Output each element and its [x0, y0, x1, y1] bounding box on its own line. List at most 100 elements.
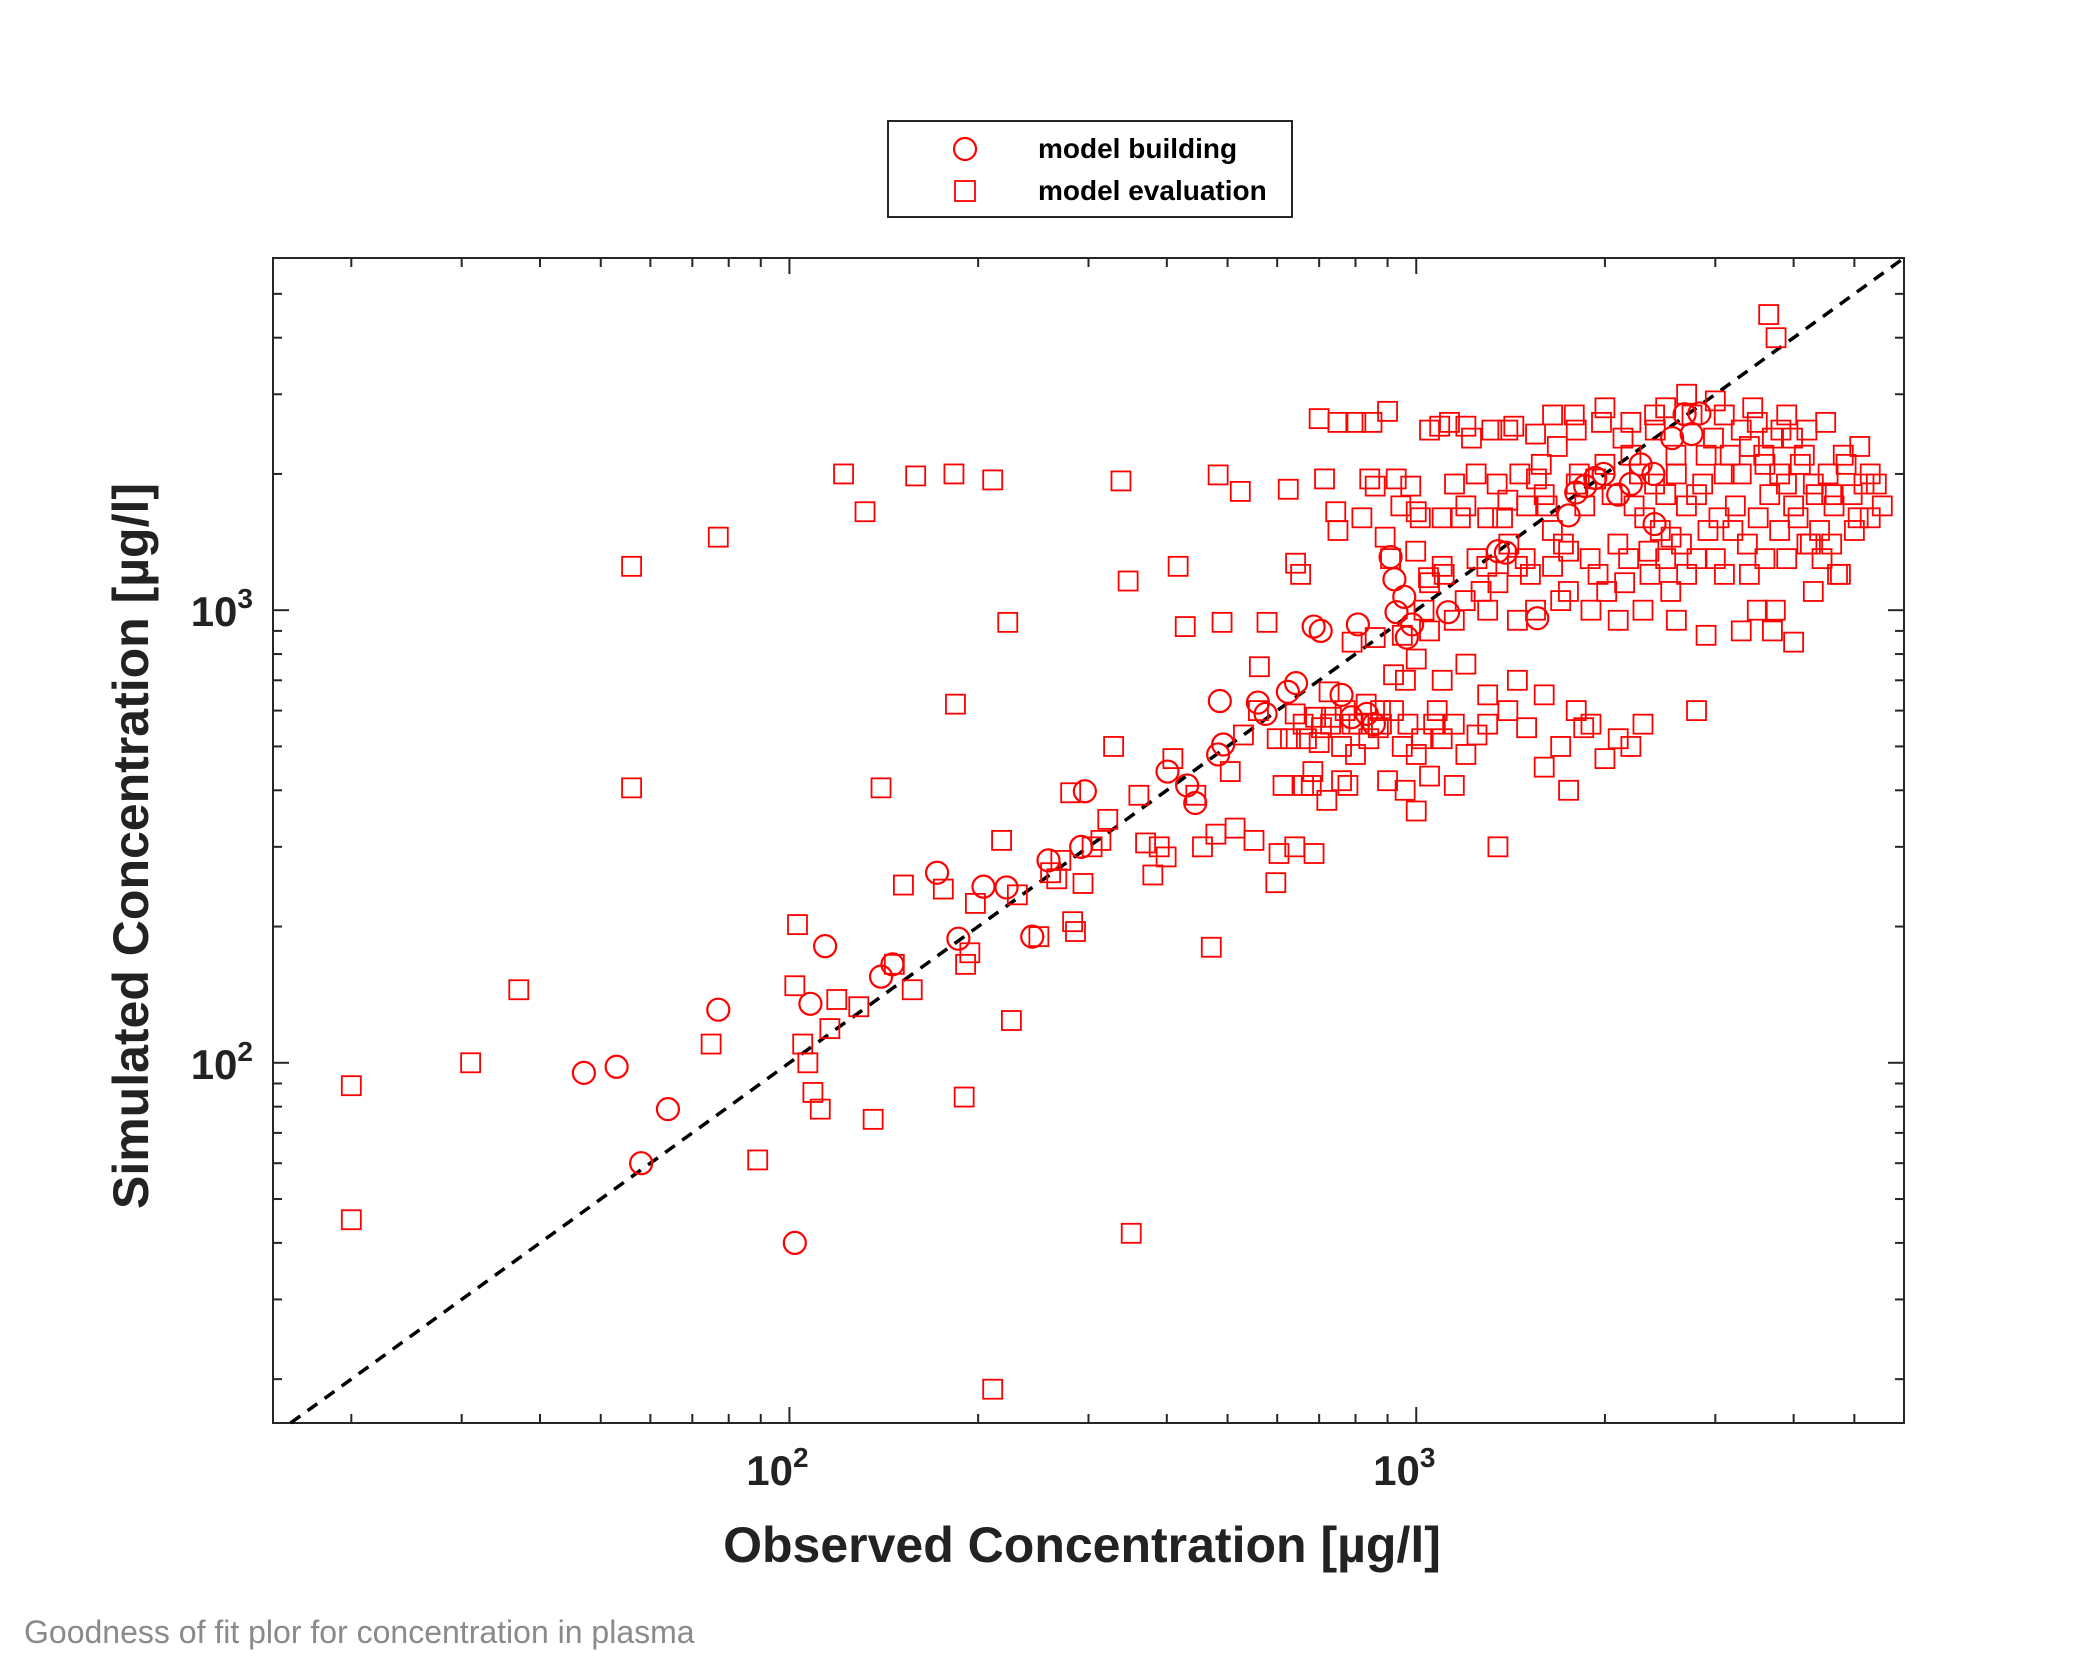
- marker-model-building: [1679, 421, 1704, 447]
- marker-model-evaluation: [1542, 520, 1563, 541]
- marker-model-evaluation: [1533, 756, 1555, 778]
- marker-model-evaluation: [1397, 713, 1419, 735]
- marker-model-evaluation: [1719, 444, 1741, 466]
- marker-model-evaluation: [1841, 484, 1863, 506]
- marker-model-evaluation: [1697, 520, 1719, 541]
- marker-model-building: [571, 1060, 597, 1085]
- marker-model-evaluation: [1266, 728, 1288, 750]
- marker-model-evaluation: [1594, 748, 1616, 769]
- marker-model-evaluation: [1802, 581, 1824, 602]
- marker-model-evaluation: [1361, 411, 1383, 433]
- marker-model-evaluation: [1782, 427, 1803, 449]
- marker-model-evaluation: [1542, 404, 1563, 426]
- marker-model-evaluation: [1419, 419, 1440, 441]
- marker-model-evaluation: [1072, 873, 1094, 894]
- marker-model-evaluation: [460, 1052, 482, 1074]
- marker-model-evaluation: [1487, 836, 1509, 858]
- marker-model-evaluation: [1655, 397, 1677, 419]
- marker-model-evaluation: [1730, 620, 1752, 642]
- marker-model-building: [1020, 924, 1045, 949]
- marker-model-evaluation: [1530, 453, 1552, 475]
- marker-model-evaluation: [819, 1018, 841, 1039]
- marker-model-evaluation: [1103, 736, 1125, 757]
- marker-model-evaluation: [1243, 829, 1265, 851]
- marker-model-evaluation: [1135, 832, 1156, 854]
- marker-model-evaluation: [1506, 609, 1528, 631]
- marker-model-evaluation: [1660, 526, 1682, 548]
- marker-model-evaluation: [1065, 921, 1086, 942]
- marker-model-evaluation: [1871, 495, 1893, 517]
- marker-model-building: [1392, 584, 1417, 609]
- marker-model-evaluation: [1580, 599, 1602, 621]
- marker-model-evaluation: [1514, 548, 1536, 570]
- figure-caption: Goodness of fit plor for concentration i…: [24, 1614, 695, 1650]
- marker-model-evaluation: [1348, 713, 1370, 735]
- marker-model-evaluation: [1142, 864, 1164, 886]
- marker-model-building: [1155, 759, 1180, 784]
- marker-model-evaluation: [1565, 473, 1587, 495]
- marker-model-evaluation: [1565, 419, 1587, 441]
- marker-model-evaluation: [1303, 843, 1325, 864]
- marker-model-evaluation: [1587, 563, 1609, 585]
- marker-model-evaluation: [893, 874, 914, 896]
- marker-model-evaluation: [1433, 563, 1455, 585]
- marker-model-evaluation: [883, 953, 905, 975]
- marker-model-evaluation: [1759, 484, 1781, 506]
- marker-model-building: [1435, 600, 1461, 625]
- marker-model-evaluation: [809, 1098, 831, 1120]
- marker-model-evaluation: [1449, 507, 1471, 529]
- marker-model-evaluation: [1665, 609, 1687, 631]
- marker-model-evaluation: [1331, 736, 1352, 757]
- marker-model-evaluation: [1455, 495, 1477, 517]
- marker-model-evaluation: [1738, 563, 1760, 585]
- marker-model-evaluation: [1644, 404, 1665, 426]
- marker-model-evaluation: [1302, 761, 1324, 782]
- marker-model-evaluation: [1533, 484, 1555, 506]
- identity-line: [289, 256, 1906, 1425]
- marker-model-evaluation: [1506, 555, 1528, 577]
- marker-model-evaluation: [1466, 724, 1488, 746]
- marker-model-evaluation: [1174, 616, 1196, 637]
- marker-model-evaluation: [1591, 411, 1612, 433]
- marker-model-evaluation: [1796, 419, 1818, 441]
- marker-model-evaluation: [1272, 775, 1294, 796]
- marker-model-evaluation: [1579, 548, 1601, 570]
- marker-model-evaluation: [1418, 567, 1439, 589]
- marker-model-evaluation: [1770, 419, 1792, 441]
- marker-model-evaluation: [1391, 736, 1413, 757]
- marker-model-evaluation: [1284, 836, 1306, 858]
- marker-model-building: [1301, 614, 1326, 639]
- marker-model-evaluation: [1331, 770, 1352, 792]
- marker-model-evaluation: [1509, 463, 1531, 485]
- data-markers: [340, 304, 1893, 1400]
- marker-model-building: [868, 964, 894, 989]
- marker-model-evaluation: [901, 979, 923, 1001]
- marker-model-evaluation: [1758, 304, 1780, 325]
- marker-model-evaluation: [1686, 484, 1707, 506]
- marker-model-evaluation: [1327, 520, 1349, 541]
- marker-model-evaluation: [848, 996, 870, 1018]
- marker-model-evaluation: [997, 611, 1019, 633]
- marker-model-evaluation: [1229, 481, 1251, 502]
- marker-model-building: [1069, 834, 1094, 859]
- marker-model-building: [946, 926, 971, 951]
- marker-model-evaluation: [1487, 572, 1509, 594]
- marker-model-evaluation: [1620, 411, 1642, 433]
- marker-model-building: [782, 1230, 807, 1255]
- marker-model-evaluation: [1028, 926, 1050, 948]
- marker-model-evaluation: [802, 1082, 824, 1103]
- marker-model-evaluation: [1607, 533, 1629, 555]
- marker-model-evaluation: [1308, 408, 1330, 430]
- marker-model-evaluation: [1300, 775, 1322, 796]
- marker-model-evaluation: [700, 1033, 722, 1055]
- marker-model-evaluation: [1821, 533, 1843, 555]
- marker-model-evaluation: [945, 693, 966, 715]
- marker-model-evaluation: [1444, 473, 1465, 495]
- marker-model-evaluation: [340, 1075, 362, 1097]
- marker-model-evaluation: [1809, 520, 1830, 541]
- marker-model-evaluation: [1796, 533, 1818, 555]
- marker-model-evaluation: [340, 1209, 362, 1231]
- marker-model-evaluation: [1724, 495, 1746, 517]
- marker-model-evaluation: [1823, 495, 1845, 517]
- marker-model-evaluation: [1558, 779, 1579, 801]
